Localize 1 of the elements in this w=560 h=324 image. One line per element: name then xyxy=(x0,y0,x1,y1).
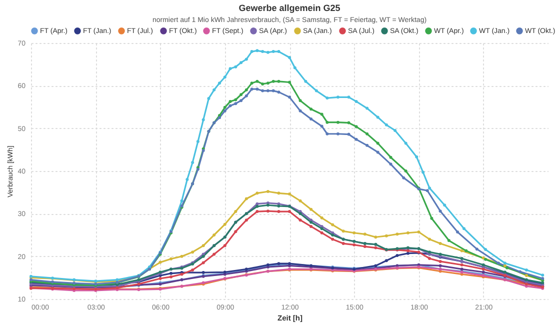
chart-title: Gewerbe allgemein G25 xyxy=(238,3,340,13)
